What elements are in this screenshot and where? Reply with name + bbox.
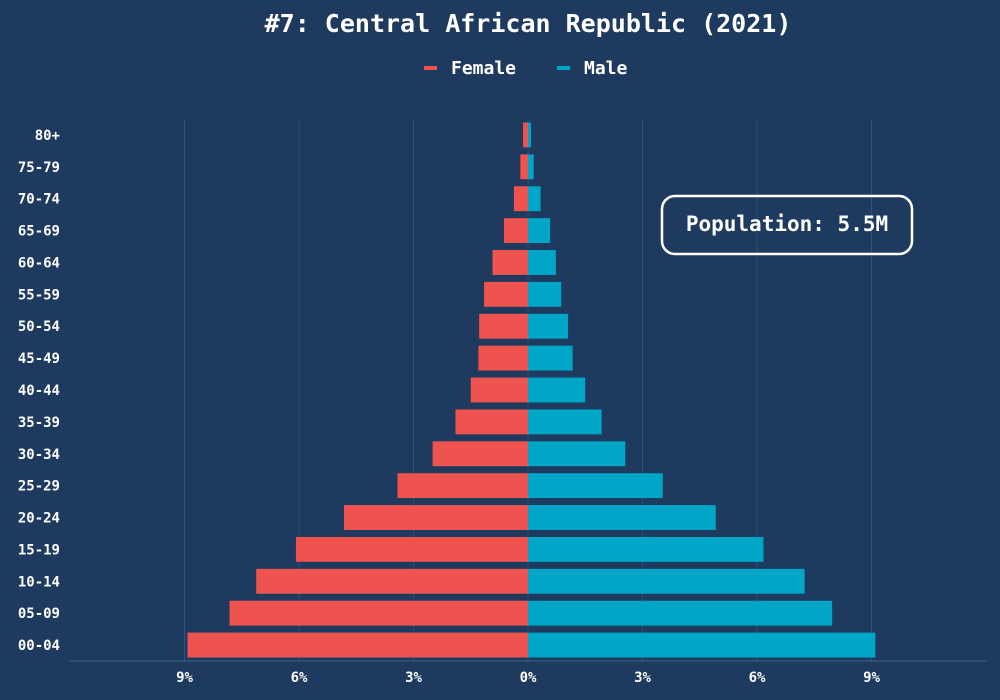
x-tick-label: 3% bbox=[405, 670, 422, 686]
annotation-box bbox=[660, 194, 914, 256]
bar-female-20-24 bbox=[344, 505, 528, 530]
bar-male-40-44 bbox=[528, 377, 586, 403]
bar-male-45-49 bbox=[528, 345, 573, 371]
bars bbox=[187, 122, 876, 658]
bar-male-50-54 bbox=[528, 313, 569, 339]
y-tick-label: 25-29 bbox=[18, 479, 60, 495]
bar-male-00-04 bbox=[528, 632, 876, 658]
bar-female-75-79 bbox=[520, 154, 528, 180]
bar-female-15-19 bbox=[295, 536, 528, 562]
bar-female-65-69 bbox=[503, 218, 528, 244]
bar-female-05-09 bbox=[229, 600, 528, 626]
bar-male-80+ bbox=[528, 122, 532, 148]
bar-male-35-39 bbox=[528, 409, 602, 435]
bar-male-15-19 bbox=[528, 536, 764, 562]
bar-female-10-14 bbox=[256, 568, 528, 594]
bar-female-60-64 bbox=[492, 250, 528, 275]
legend-label-female: Female bbox=[451, 58, 516, 79]
x-tick-label: 6% bbox=[749, 670, 766, 686]
bar-male-75-79 bbox=[528, 154, 534, 180]
y-tick-label: 20-24 bbox=[18, 511, 60, 527]
bar-female-45-49 bbox=[478, 345, 528, 371]
legend: Female Male bbox=[424, 58, 628, 79]
bar-male-05-09 bbox=[528, 600, 833, 626]
bar-female-70-74 bbox=[513, 186, 528, 212]
y-tick-label: 65-69 bbox=[18, 224, 60, 240]
bar-male-20-24 bbox=[528, 505, 716, 530]
bar-female-55-59 bbox=[484, 281, 528, 307]
y-tick-label: 05-09 bbox=[18, 606, 60, 622]
bar-female-25-29 bbox=[397, 473, 528, 499]
bar-female-30-34 bbox=[432, 441, 528, 467]
bar-male-60-64 bbox=[528, 250, 556, 275]
x-tick-label: 6% bbox=[291, 670, 308, 686]
y-tick-label: 35-39 bbox=[18, 415, 60, 431]
bar-male-70-74 bbox=[528, 186, 541, 212]
legend-swatch-male bbox=[557, 66, 570, 70]
y-tick-label: 10-14 bbox=[18, 574, 60, 590]
y-tick-label: 60-64 bbox=[18, 255, 60, 271]
bar-male-10-14 bbox=[528, 568, 805, 594]
y-tick-label: 40-44 bbox=[18, 383, 60, 399]
y-tick-label: 75-79 bbox=[18, 160, 60, 176]
y-tick-label: 30-34 bbox=[18, 447, 60, 463]
bar-female-35-39 bbox=[455, 409, 528, 435]
x-axis-labels: 9% 6% 3% 0% 3% 6% 9% bbox=[176, 670, 880, 686]
x-tick-label: 9% bbox=[176, 670, 193, 686]
y-tick-label: 15-19 bbox=[18, 542, 60, 558]
bar-male-30-34 bbox=[528, 441, 626, 467]
bar-female-80+ bbox=[523, 122, 528, 148]
bar-male-55-59 bbox=[528, 281, 562, 307]
legend-label-male: Male bbox=[584, 58, 628, 79]
y-axis-labels: 80+ 75-79 70-74 65-69 60-64 55-59 50-54 45-49 40… bbox=[18, 128, 60, 654]
y-tick-label: 80+ bbox=[35, 128, 60, 144]
y-tick-label: 00-04 bbox=[18, 638, 60, 654]
bar-female-40-44 bbox=[470, 377, 528, 403]
bar-female-50-54 bbox=[479, 313, 528, 339]
population-annotation: Population: 5.5M bbox=[660, 194, 914, 256]
x-tick-label: 0% bbox=[520, 670, 537, 686]
bar-male-65-69 bbox=[528, 218, 551, 244]
x-tick-label: 9% bbox=[863, 670, 880, 686]
y-tick-label: 55-59 bbox=[18, 287, 60, 303]
legend-swatch-female bbox=[424, 66, 437, 70]
x-tick-label: 3% bbox=[634, 670, 651, 686]
y-tick-label: 70-74 bbox=[18, 192, 60, 208]
annotation-text: Population: 5.5M bbox=[686, 212, 888, 236]
chart-title: #7: Central African Republic (2021) bbox=[265, 9, 792, 38]
y-tick-label: 45-49 bbox=[18, 351, 60, 367]
bar-male-25-29 bbox=[528, 473, 663, 499]
bar-female-00-04 bbox=[187, 632, 528, 658]
y-tick-label: 50-54 bbox=[18, 319, 60, 335]
